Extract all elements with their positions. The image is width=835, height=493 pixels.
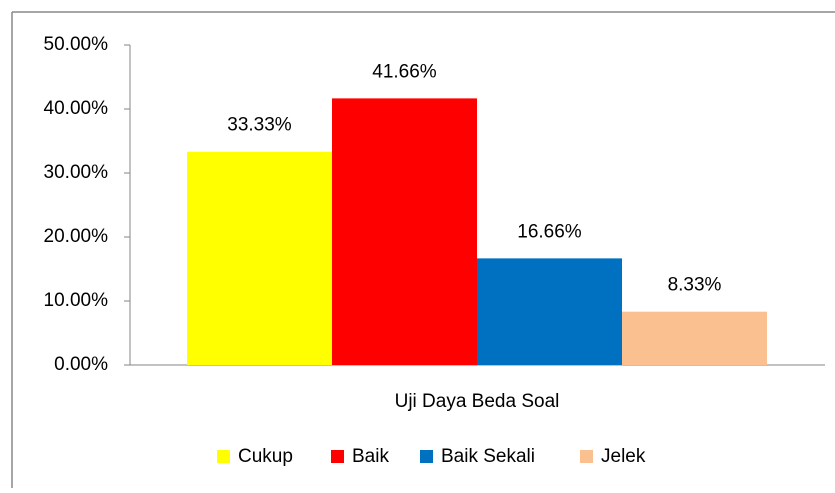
legend-label: Cukup (238, 446, 293, 467)
bar (477, 258, 622, 365)
bar (622, 311, 767, 365)
legend-swatch (217, 450, 230, 463)
data-label: 33.33% (227, 115, 292, 136)
y-tick-label: 20.00% (44, 226, 109, 247)
legend-label: Jelek (601, 446, 646, 467)
bar (332, 98, 477, 365)
y-tick-label: 50.00% (44, 34, 109, 55)
y-tick-label: 10.00% (44, 290, 109, 311)
y-tick-label: 0.00% (54, 354, 108, 375)
data-label: 16.66% (517, 221, 582, 242)
legend-swatch (420, 450, 433, 463)
legend-swatch (580, 450, 593, 463)
legend-label: Baik (352, 446, 389, 467)
legend-label: Baik Sekali (441, 446, 535, 467)
legend-swatch (331, 450, 344, 463)
data-label: 41.66% (372, 61, 437, 82)
x-tick-label: Uji Daya Beda Soal (395, 391, 560, 412)
data-label: 8.33% (668, 275, 722, 296)
bar (187, 151, 332, 365)
y-tick-label: 40.00% (44, 98, 109, 119)
y-tick-label: 30.00% (44, 162, 109, 183)
